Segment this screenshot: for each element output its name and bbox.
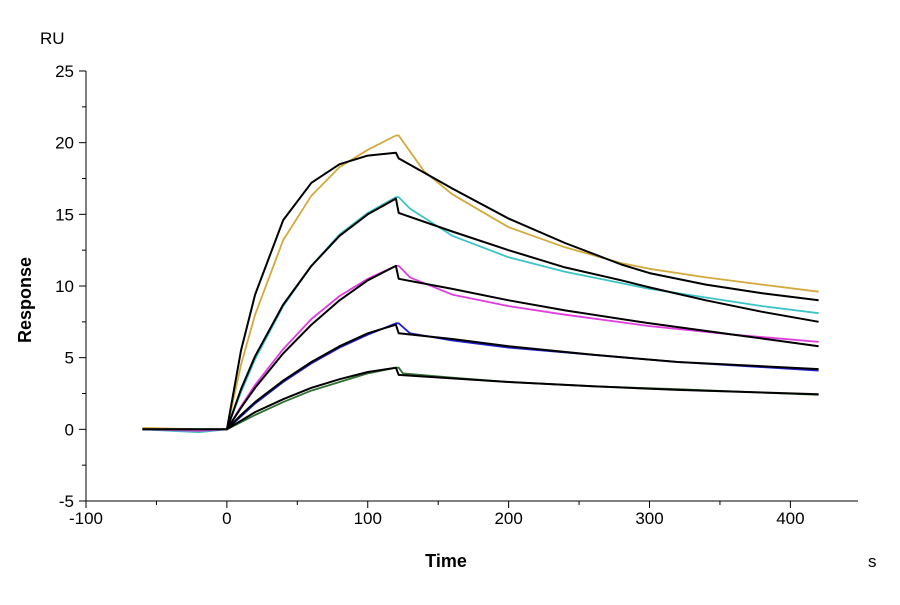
y-axis-label: Response (15, 257, 35, 343)
y-tick-label: 5 (65, 349, 74, 368)
fit-curve (226, 264, 819, 430)
data-curve (142, 196, 819, 434)
data-curve (142, 264, 819, 432)
fit-curve (226, 323, 819, 431)
fit-curve (225, 151, 819, 430)
y-tick-label: 25 (55, 62, 74, 81)
fit-curve (142, 366, 819, 431)
x-axis-label: Time (425, 551, 467, 571)
x-unit-label: s (868, 552, 877, 571)
x-tick-label: 0 (222, 509, 231, 528)
fit-curve (225, 197, 819, 430)
x-tick-label: 300 (635, 509, 663, 528)
x-tick-label: 100 (354, 509, 382, 528)
y-tick-label: 15 (55, 205, 74, 224)
y-unit-label: RU (40, 29, 65, 48)
x-tick-label: 400 (776, 509, 804, 528)
x-tick-label: 200 (494, 509, 522, 528)
x-tick-label: -100 (69, 509, 103, 528)
y-tick-label: -5 (59, 492, 74, 511)
y-tick-label: 0 (65, 420, 74, 439)
y-tick-label: 10 (55, 277, 74, 296)
data-curve (142, 134, 819, 431)
y-tick-label: 20 (55, 134, 74, 153)
